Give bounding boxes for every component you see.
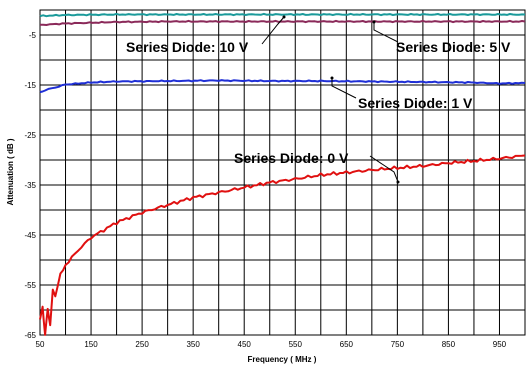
plot-area: [39, 9, 526, 336]
x-tick-label: 250: [135, 340, 149, 349]
x-tick-label: 650: [340, 340, 354, 349]
annotation-leader: [331, 78, 357, 99]
y-tick-label: -15: [24, 81, 36, 90]
annotation-leader-tip: [372, 20, 376, 24]
x-tick-label: 750: [391, 340, 405, 349]
annotation-leader: [261, 16, 285, 45]
x-tick-label: 450: [238, 340, 252, 349]
y-tick-label: -65: [24, 331, 36, 340]
series-line-series-diode-5-v: [40, 19, 526, 26]
y-tick-label: -25: [24, 131, 36, 140]
x-tick-label: 150: [84, 340, 98, 349]
annotation-leader: [373, 22, 399, 43]
y-tick-label: -5: [29, 31, 37, 40]
series-line-series-diode-0-v: [39, 154, 526, 336]
x-tick-label: 50: [36, 340, 45, 349]
y-axis-label: Attenuation ( dB ): [6, 138, 15, 205]
y-tick-label: -45: [24, 231, 36, 240]
tick-labels: 50 150 250 350 450 550 650 750 850 950 -5 -15 -25 -35…: [24, 31, 506, 349]
grid: [40, 10, 525, 335]
x-tick-label: 350: [186, 340, 200, 349]
series-lines: [39, 12, 526, 336]
x-tick-label: 550: [289, 340, 303, 349]
annotation-label: Series Diode: 1 V: [358, 95, 473, 111]
annotations: Series Diode: 10 V Series Diode: 5 V Serie…: [126, 15, 511, 184]
series-line-series-diode-1-v: [39, 79, 526, 94]
annotation-leader-tip: [330, 76, 334, 80]
annotation-label: Series Diode: 10 V: [126, 39, 249, 55]
annotation-label: Series Diode: 0 V: [234, 150, 349, 166]
x-tick-label: 950: [493, 340, 507, 349]
y-tick-label: -35: [24, 181, 36, 190]
series-line-series-diode-10-v: [39, 12, 526, 18]
annotation-leader: [369, 155, 399, 183]
x-tick-label: 850: [442, 340, 456, 349]
x-axis-label: Frequency ( MHz ): [248, 355, 317, 364]
annotation-leader-tip: [282, 15, 286, 19]
annotation-leader-tip: [396, 180, 400, 184]
y-tick-label: -55: [24, 281, 36, 290]
annotation-label: Series Diode: 5 V: [396, 39, 511, 55]
